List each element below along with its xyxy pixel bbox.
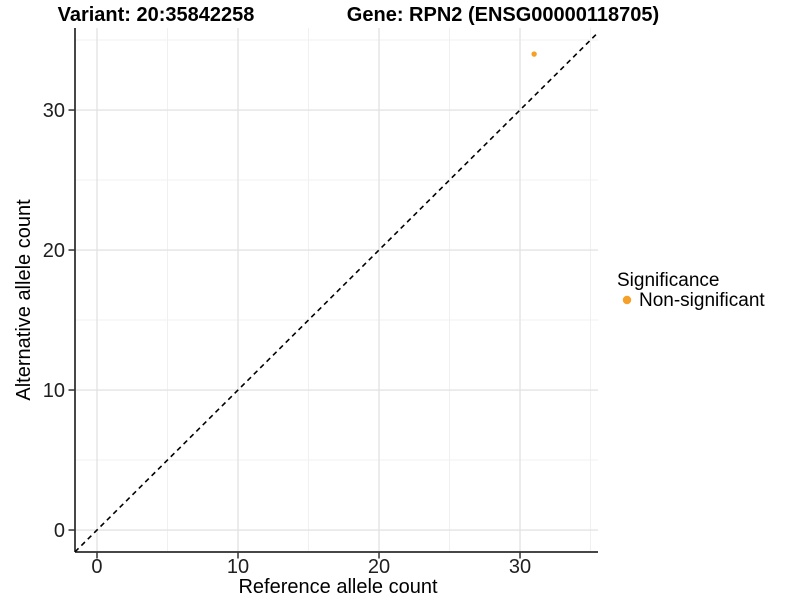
x-axis-title: Reference allele count bbox=[238, 576, 437, 598]
legend: Significance Non-significant bbox=[617, 270, 765, 311]
y-tick-label: 0 bbox=[54, 520, 65, 542]
y-tick-label: 10 bbox=[43, 380, 65, 402]
x-tick-label: 30 bbox=[509, 556, 531, 578]
legend-title: Significance bbox=[617, 270, 719, 291]
identity-reference-line bbox=[75, 32, 598, 552]
gridlines-minor bbox=[75, 28, 598, 552]
variant-title: Variant: 20:35842258 bbox=[58, 4, 255, 26]
gene-title: Gene: RPN2 (ENSG00000118705) bbox=[347, 4, 659, 26]
x-tick-label: 0 bbox=[91, 556, 102, 578]
axis-tick-marks bbox=[68, 109, 521, 559]
legend-point-icon bbox=[622, 295, 632, 305]
axis-tick-labels: 0 10 20 30 0 10 20 30 bbox=[43, 100, 531, 578]
data-point bbox=[531, 51, 537, 57]
x-tick-label: 20 bbox=[368, 556, 390, 578]
y-axis-title: Alternative allele count bbox=[13, 199, 35, 401]
x-tick-label: 10 bbox=[227, 556, 249, 578]
legend-item-label: Non-significant bbox=[639, 290, 765, 311]
data-points bbox=[531, 51, 537, 57]
y-tick-label: 20 bbox=[43, 240, 65, 262]
legend-item-non-significant: Non-significant bbox=[622, 290, 765, 311]
gridlines-major bbox=[75, 28, 598, 552]
y-tick-label: 30 bbox=[43, 100, 65, 122]
